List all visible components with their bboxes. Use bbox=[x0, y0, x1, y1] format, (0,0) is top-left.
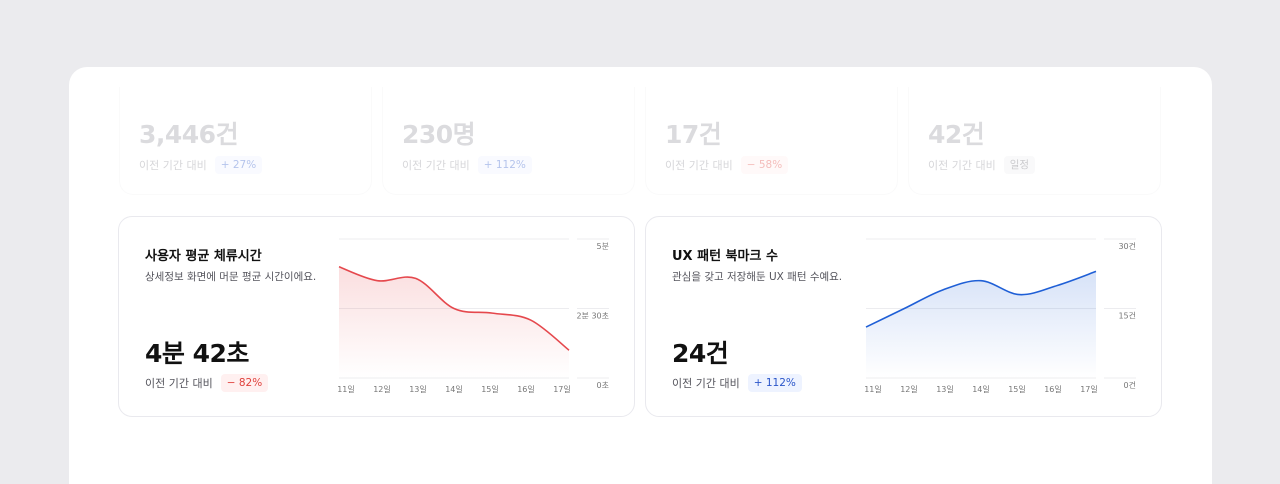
change-badge: + 112% bbox=[477, 156, 532, 174]
series-area bbox=[339, 266, 569, 378]
card-value: 24건 bbox=[672, 339, 729, 368]
y-tick-label: 30건 bbox=[1118, 241, 1136, 251]
stat-value: 42건 bbox=[928, 120, 985, 149]
x-tick-label: 13일 bbox=[409, 385, 427, 394]
stat-compare: 이전 기간 대비 일정 bbox=[928, 156, 1036, 174]
stat-card-issues: 17건 이전 기간 대비 − 58% bbox=[645, 87, 898, 195]
x-tick-label: 16일 bbox=[1044, 385, 1062, 394]
change-badge: + 27% bbox=[214, 156, 263, 174]
card-compare: 이전 기간 대비 − 82% bbox=[145, 374, 269, 392]
change-badge: − 58% bbox=[740, 156, 789, 174]
y-tick-label: 0건 bbox=[1124, 380, 1136, 390]
stat-card-total: 3,446건 이전 기간 대비 + 27% bbox=[119, 87, 372, 195]
y-tick-label: 5분 bbox=[597, 242, 609, 251]
x-tick-label: 16일 bbox=[517, 385, 535, 394]
x-tick-label: 11일 bbox=[337, 385, 355, 394]
y-tick-label: 0초 bbox=[597, 381, 609, 390]
series-area bbox=[866, 271, 1096, 378]
line-chart-dwell-time: 5분 2분 30초 0초 11일 12일 13일 14일 15일 16일 17일 bbox=[337, 238, 609, 394]
card-ux-bookmarks: UX 패턴 북마크 수 관심을 갖고 저장해둔 UX 패턴 수예요. 24건 이… bbox=[645, 216, 1162, 417]
x-tick-label: 12일 bbox=[900, 385, 918, 394]
compare-label: 이전 기간 대비 bbox=[665, 159, 733, 172]
compare-label: 이전 기간 대비 bbox=[402, 159, 470, 172]
change-badge: 일정 bbox=[1003, 156, 1036, 174]
x-tick-label: 15일 bbox=[1008, 385, 1026, 394]
series-line bbox=[338, 266, 570, 351]
card-title: 사용자 평균 체류시간 bbox=[145, 249, 262, 264]
stat-compare: 이전 기간 대비 + 27% bbox=[139, 156, 263, 174]
change-badge: + 112% bbox=[747, 374, 802, 392]
series-line bbox=[865, 270, 1097, 328]
stat-compare: 이전 기간 대비 − 58% bbox=[665, 156, 789, 174]
card-description: 상세정보 화면에 머문 평균 시간이에요. bbox=[145, 271, 317, 283]
y-tick-label: 15건 bbox=[1118, 311, 1136, 321]
compare-label: 이전 기간 대비 bbox=[145, 377, 213, 390]
card-value: 4분 42초 bbox=[145, 339, 249, 368]
card-title: UX 패턴 북마크 수 bbox=[672, 249, 778, 264]
stat-compare: 이전 기간 대비 + 112% bbox=[402, 156, 532, 174]
stat-value: 230명 bbox=[402, 120, 476, 149]
change-badge: − 82% bbox=[220, 374, 269, 392]
stat-value: 17건 bbox=[665, 120, 722, 149]
compare-label: 이전 기간 대비 bbox=[139, 159, 207, 172]
x-tick-label: 11일 bbox=[864, 385, 882, 394]
compare-label: 이전 기간 대비 bbox=[672, 377, 740, 390]
x-tick-label: 17일 bbox=[1080, 385, 1098, 394]
stat-card-users: 230명 이전 기간 대비 + 112% bbox=[382, 87, 635, 195]
x-tick-label: 13일 bbox=[936, 385, 954, 394]
card-description: 관심을 갖고 저장해둔 UX 패턴 수예요. bbox=[672, 271, 843, 283]
x-tick-label: 12일 bbox=[373, 385, 391, 394]
stat-value: 3,446건 bbox=[139, 120, 239, 149]
x-tick-label: 17일 bbox=[553, 385, 571, 394]
x-tick-label: 14일 bbox=[972, 385, 990, 394]
x-tick-label: 14일 bbox=[445, 385, 463, 394]
stat-card-patterns: 42건 이전 기간 대비 일정 bbox=[908, 87, 1161, 195]
x-tick-label: 15일 bbox=[481, 385, 499, 394]
line-chart-bookmarks: 30건 15건 0건 11일 12일 13일 14일 15일 16일 17일 bbox=[864, 238, 1136, 394]
card-compare: 이전 기간 대비 + 112% bbox=[672, 374, 802, 392]
compare-label: 이전 기간 대비 bbox=[928, 159, 996, 172]
card-avg-dwell-time: 사용자 평균 체류시간 상세정보 화면에 머문 평균 시간이에요. 4분 42초… bbox=[118, 216, 635, 417]
y-tick-label: 2분 30초 bbox=[576, 312, 609, 321]
